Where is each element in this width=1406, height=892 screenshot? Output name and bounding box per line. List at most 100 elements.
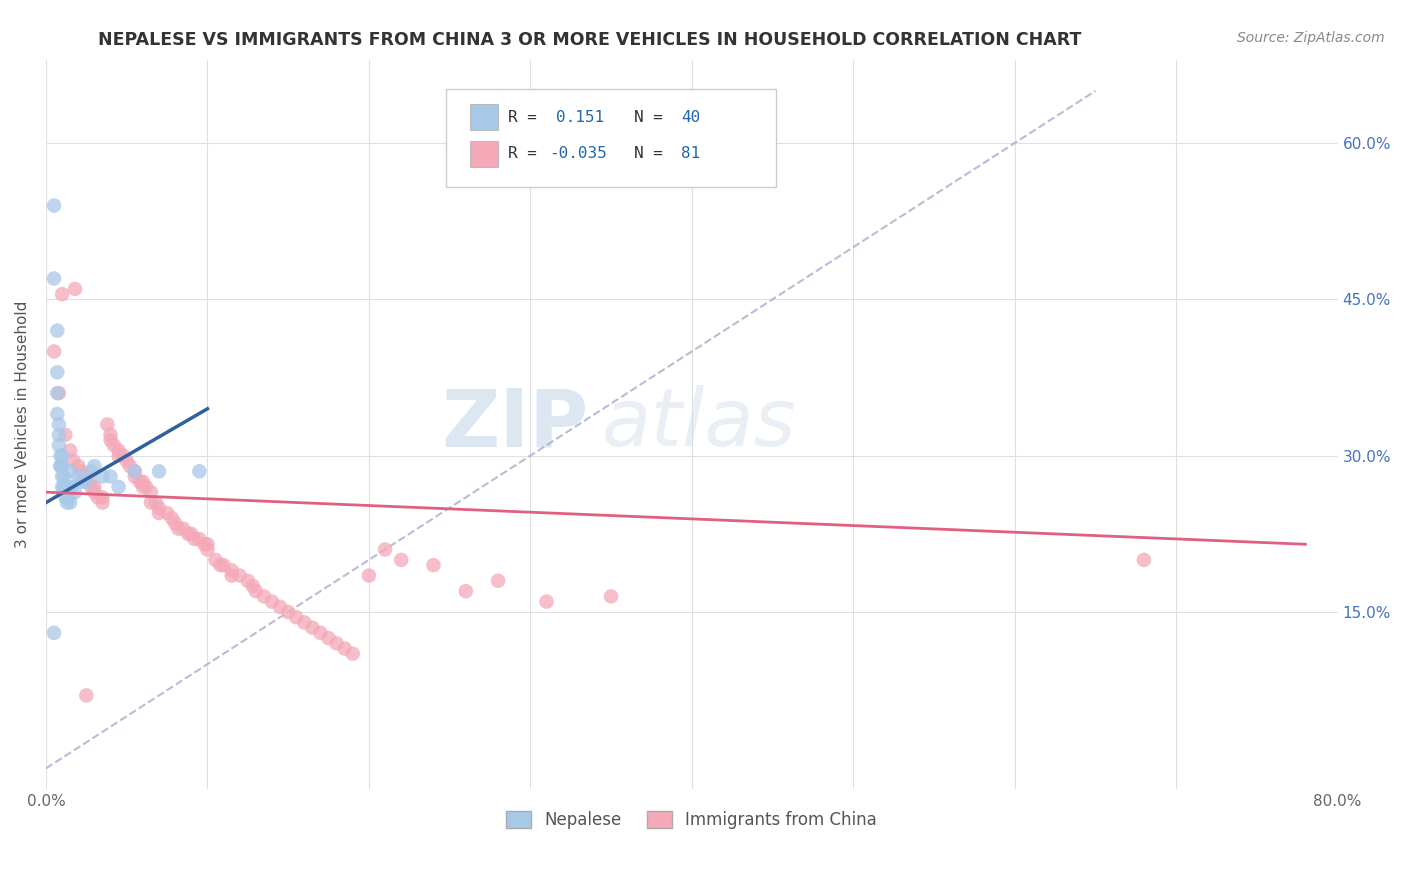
Point xyxy=(124,464,146,478)
Point xyxy=(75,689,97,703)
Point xyxy=(600,590,623,604)
Point xyxy=(204,553,226,567)
Point xyxy=(209,558,232,573)
Bar xyxy=(470,104,498,130)
Point xyxy=(148,464,170,478)
Legend: Nepalese, Immigrants from China: Nepalese, Immigrants from China xyxy=(499,804,884,836)
Point xyxy=(91,491,114,505)
Point xyxy=(277,605,299,619)
Point xyxy=(103,438,125,452)
Point xyxy=(148,500,170,515)
Point xyxy=(49,459,72,474)
Text: 81: 81 xyxy=(682,146,700,161)
Point xyxy=(96,417,118,432)
FancyBboxPatch shape xyxy=(446,89,776,187)
Point xyxy=(156,506,179,520)
Point xyxy=(56,485,79,500)
Point xyxy=(318,631,340,645)
Text: R =: R = xyxy=(509,146,537,161)
Point xyxy=(46,365,69,379)
Point xyxy=(48,386,70,401)
Point xyxy=(172,522,194,536)
Point xyxy=(1133,553,1156,567)
Point xyxy=(325,636,347,650)
Point xyxy=(160,511,183,525)
Point xyxy=(145,495,167,509)
Point xyxy=(51,459,73,474)
Point xyxy=(42,271,65,285)
Point xyxy=(59,495,82,509)
Point xyxy=(188,464,211,478)
Point xyxy=(245,584,267,599)
Point xyxy=(52,469,75,483)
Point xyxy=(42,625,65,640)
Text: 40: 40 xyxy=(682,110,700,125)
Point xyxy=(46,324,69,338)
Point xyxy=(128,475,150,489)
Point xyxy=(221,563,243,577)
Point xyxy=(139,495,162,509)
Point xyxy=(135,480,157,494)
Text: N =: N = xyxy=(634,146,662,161)
Point xyxy=(260,594,283,608)
Point xyxy=(197,537,219,551)
Point xyxy=(62,454,84,468)
Point xyxy=(52,480,75,494)
Point xyxy=(100,469,122,483)
Point xyxy=(374,542,396,557)
Point xyxy=(51,449,73,463)
Point xyxy=(342,647,364,661)
Point xyxy=(46,407,69,421)
Point xyxy=(59,480,82,494)
Text: NEPALESE VS IMMIGRANTS FROM CHINA 3 OR MORE VEHICLES IN HOUSEHOLD CORRELATION CH: NEPALESE VS IMMIGRANTS FROM CHINA 3 OR M… xyxy=(98,31,1081,49)
Point xyxy=(292,615,315,630)
Point xyxy=(333,641,356,656)
Point xyxy=(83,485,105,500)
Point xyxy=(107,480,129,494)
Point xyxy=(188,532,211,546)
Y-axis label: 3 or more Vehicles in Household: 3 or more Vehicles in Household xyxy=(15,301,30,548)
Point xyxy=(285,610,308,624)
Point xyxy=(107,449,129,463)
Point xyxy=(389,553,412,567)
Point xyxy=(454,584,477,599)
Point xyxy=(59,464,82,478)
Point xyxy=(49,449,72,463)
Point xyxy=(301,621,323,635)
Point xyxy=(46,386,69,401)
Point xyxy=(63,485,86,500)
Point xyxy=(422,558,444,573)
Point xyxy=(51,469,73,483)
Point xyxy=(83,480,105,494)
Point xyxy=(67,459,90,474)
Point xyxy=(80,480,103,494)
Point xyxy=(228,568,250,582)
Text: 0.151: 0.151 xyxy=(557,110,605,125)
Point xyxy=(51,287,73,301)
Point xyxy=(253,590,276,604)
Point xyxy=(183,532,205,546)
Point xyxy=(221,568,243,582)
Point xyxy=(132,475,155,489)
Point xyxy=(53,491,76,505)
Point xyxy=(536,594,558,608)
Point xyxy=(42,344,65,359)
Point xyxy=(148,506,170,520)
Text: atlas: atlas xyxy=(602,385,796,464)
Point xyxy=(49,459,72,474)
Point xyxy=(269,599,291,614)
Point xyxy=(197,542,219,557)
Text: -0.035: -0.035 xyxy=(550,146,607,161)
Point xyxy=(107,443,129,458)
Point xyxy=(115,454,138,468)
Point xyxy=(51,480,73,494)
Point xyxy=(70,475,93,489)
Point xyxy=(48,427,70,442)
Point xyxy=(75,469,97,483)
Point xyxy=(42,198,65,212)
Point xyxy=(91,469,114,483)
Point xyxy=(236,574,259,588)
Point xyxy=(63,282,86,296)
Point xyxy=(67,469,90,483)
Point xyxy=(100,433,122,447)
